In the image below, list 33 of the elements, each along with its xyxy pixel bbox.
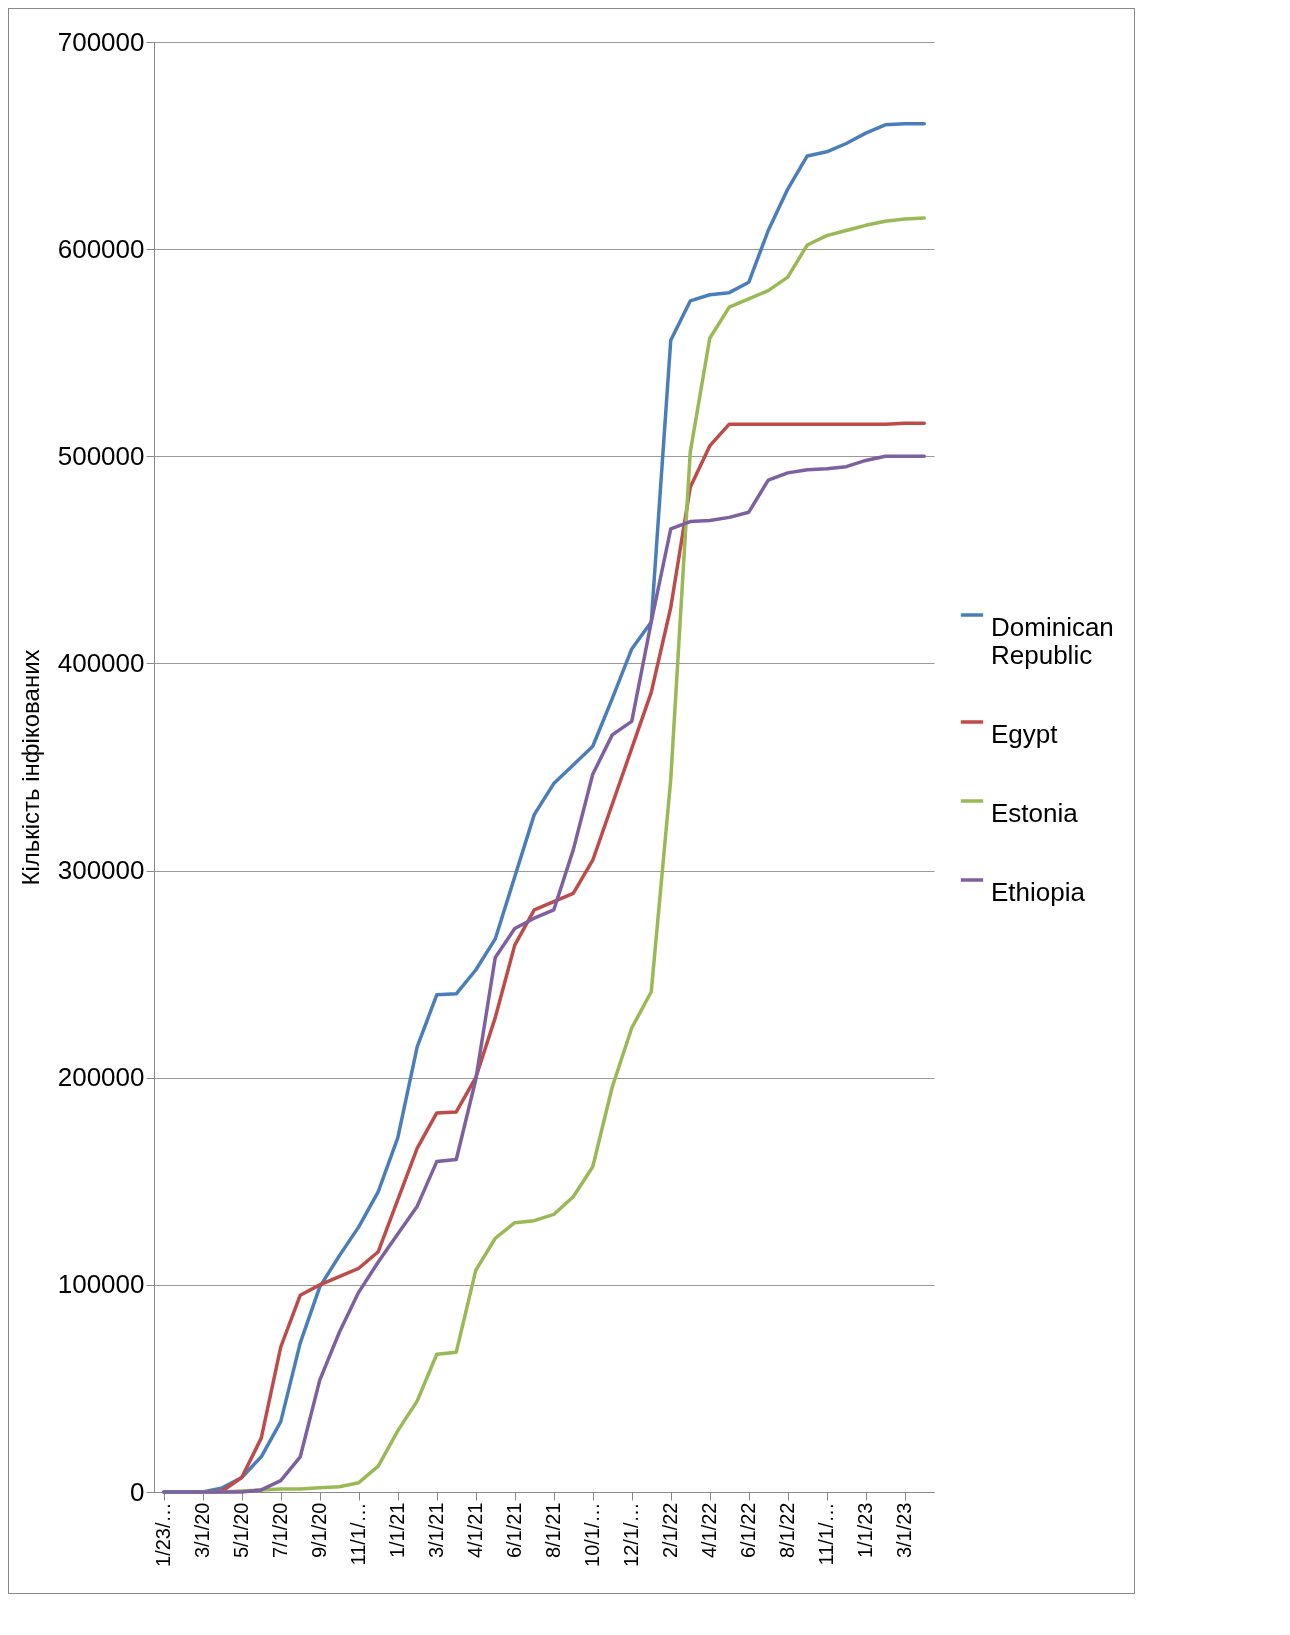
x-tick-label: 4/1/22 (698, 1502, 721, 1559)
x-tick-label: 4/1/21 (464, 1502, 487, 1559)
x-tick-label: 8/1/21 (542, 1502, 565, 1559)
x-tick-label: 6/1/22 (737, 1502, 760, 1559)
x-tick-label: 5/1/20 (230, 1502, 253, 1559)
x-tick-label: 1/23/… (152, 1502, 175, 1567)
y-tick-label: 700000 (57, 26, 145, 57)
x-tick-label: 7/1/20 (269, 1502, 292, 1559)
y-tick-label: 200000 (57, 1062, 145, 1093)
y-axis-title: Кількість інфікованих (16, 649, 44, 886)
y-tick-label: 100000 (57, 1269, 145, 1300)
x-tick-label: 8/1/22 (776, 1502, 799, 1559)
x-tick-label: 9/1/20 (308, 1502, 331, 1559)
legend-label: Dominican Republic (991, 612, 1114, 670)
legend-label: Ethiopia (991, 877, 1086, 907)
x-tick-label: 10/1/… (581, 1502, 604, 1567)
y-tick-label: 0 (130, 1476, 145, 1507)
y-tick-label: 300000 (57, 855, 145, 886)
legend-label: Egypt (991, 719, 1059, 749)
x-tick-label: 1/1/21 (386, 1502, 409, 1559)
x-tick-label: 11/1/… (347, 1502, 370, 1566)
x-tick-label: 6/1/21 (503, 1502, 526, 1559)
y-tick-label: 500000 (57, 440, 145, 471)
x-tick-label: 11/1/… (815, 1502, 838, 1566)
legend-label: Estonia (991, 798, 1079, 828)
x-tick-label: 12/1/… (620, 1502, 643, 1567)
y-tick-label: 600000 (57, 233, 145, 264)
y-tick-label: 400000 (57, 647, 145, 678)
x-tick-label: 1/1/23 (854, 1502, 877, 1559)
x-tick-label: 2/1/22 (659, 1502, 682, 1559)
x-tick-label: 3/1/20 (191, 1502, 214, 1559)
x-tick-label: 3/1/23 (893, 1502, 916, 1559)
x-tick-label: 3/1/21 (425, 1502, 448, 1559)
